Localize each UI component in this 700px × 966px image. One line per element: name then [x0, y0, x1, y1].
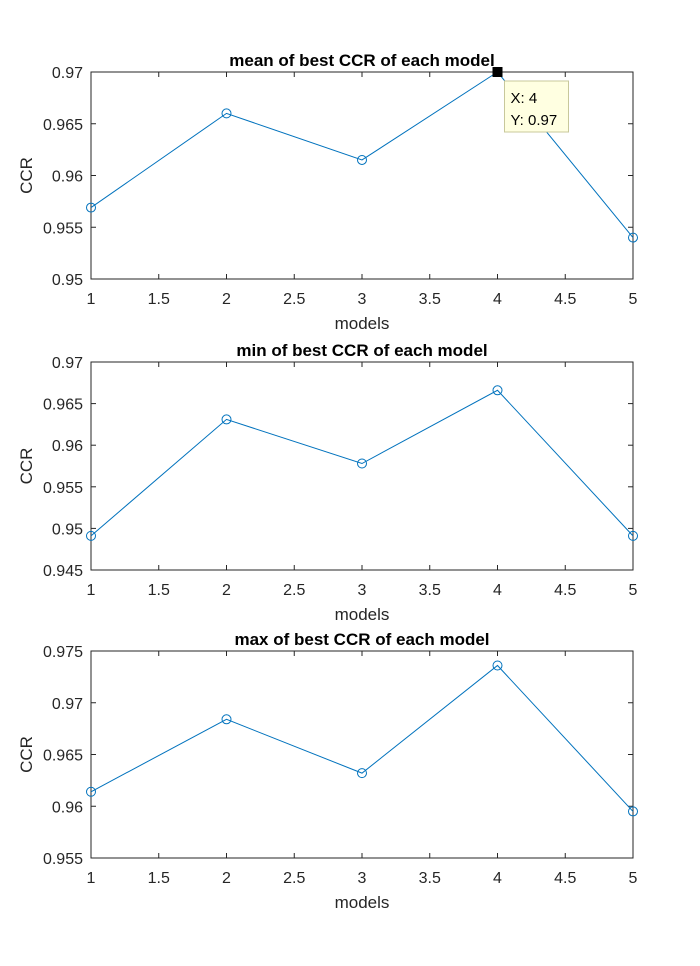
x-tick-label: 4.5 — [554, 291, 576, 308]
x-tick-label: 4 — [493, 291, 502, 308]
plot-area — [90, 361, 634, 571]
data-point-marker[interactable] — [221, 714, 232, 725]
data-point-marker[interactable] — [221, 108, 232, 119]
subplot-1: 1 1.5 2 2.5 3 3.5 4 4.5 5 0.95 0.955 0.96 0.965 0.97 m… — [17, 51, 638, 333]
x-tick-label: 2.5 — [283, 291, 305, 308]
datatip-y-text: Y: 0.97 — [511, 112, 558, 129]
datatip-x-text: X: 4 — [511, 90, 538, 107]
y-tick-label: 0.955 — [43, 220, 83, 237]
y-tick-label: 0.955 — [43, 851, 83, 868]
y-tick-label: 0.96 — [52, 438, 83, 455]
y-tick-label: 0.96 — [52, 799, 83, 816]
data-point-marker[interactable] — [357, 768, 367, 779]
x-tick-label: 1.5 — [148, 582, 170, 599]
x-tick-label: 5 — [629, 870, 638, 887]
x-tick-label: 2.5 — [283, 582, 305, 599]
y-tick-label: 0.965 — [43, 397, 83, 414]
data-point-marker[interactable] — [492, 660, 503, 671]
x-tick-label: 2.5 — [283, 870, 305, 887]
y-tick-label: 0.945 — [43, 563, 83, 580]
y-tick-label: 0.965 — [43, 117, 83, 134]
x-tick-label: 1 — [87, 291, 96, 308]
y-tick-label: 0.955 — [43, 480, 83, 497]
data-point-marker[interactable] — [86, 530, 96, 541]
y-tick-label: 0.95 — [52, 521, 83, 538]
x-tick-label: 4.5 — [554, 870, 576, 887]
x-tick-label: 4 — [493, 582, 502, 599]
x-tick-label: 3.5 — [419, 291, 441, 308]
x-tick-label: 3 — [358, 291, 367, 308]
datatip[interactable]: X: 4 Y: 0.97 — [492, 67, 569, 133]
subplot-3: 1 1.5 2 2.5 3 3.5 4 4.5 5 0.955 0.96 0.965 0.97 0.975… — [17, 630, 638, 912]
y-axis-label: CCR — [17, 448, 36, 485]
x-tick-label: 1.5 — [148, 291, 170, 308]
x-tick-label: 2 — [222, 291, 231, 308]
series-line — [90, 664, 634, 812]
data-point-marker[interactable] — [357, 154, 367, 165]
y-tick-label: 0.97 — [52, 65, 83, 82]
plot-title: min of best CCR of each model — [236, 341, 487, 360]
x-tick-label: 4.5 — [554, 582, 576, 599]
y-tick-label: 0.975 — [43, 644, 83, 661]
x-tick-label: 3 — [358, 870, 367, 887]
datatip-anchor-marker[interactable] — [492, 67, 503, 77]
x-tick-label: 1.5 — [148, 870, 170, 887]
data-point-marker[interactable] — [86, 202, 96, 213]
data-point-marker[interactable] — [628, 806, 638, 817]
x-tick-label: 4 — [493, 870, 502, 887]
x-axis-label: models — [335, 893, 390, 912]
y-tick-label: 0.96 — [52, 169, 83, 186]
plot-area — [90, 650, 634, 859]
x-tick-label: 2 — [222, 870, 231, 887]
x-axis-label: models — [335, 314, 390, 333]
subplot-2: 1 1.5 2 2.5 3 3.5 4 4.5 5 0.945 0.95 0.955 0.96 0.965… — [17, 341, 638, 624]
x-tick-label: 2 — [222, 582, 231, 599]
x-axis-label: models — [335, 605, 390, 624]
y-tick-label: 0.965 — [43, 748, 83, 765]
x-tick-label: 3.5 — [419, 870, 441, 887]
data-point-marker[interactable] — [628, 530, 638, 541]
x-tick-label: 1 — [87, 870, 96, 887]
x-tick-label: 5 — [629, 582, 638, 599]
y-tick-label: 0.97 — [52, 355, 83, 372]
series-line — [90, 389, 634, 537]
x-tick-label: 3.5 — [419, 582, 441, 599]
plot-title: mean of best CCR of each model — [229, 51, 494, 70]
datatip-box — [504, 80, 569, 133]
plot-title: max of best CCR of each model — [234, 630, 489, 649]
data-point-marker[interactable] — [628, 232, 638, 243]
data-point-marker[interactable] — [86, 786, 96, 797]
data-point-marker[interactable] — [221, 414, 232, 425]
y-axis-label: CCR — [17, 736, 36, 773]
x-tick-label: 5 — [629, 291, 638, 308]
y-axis-label: CCR — [17, 157, 36, 194]
data-point-marker[interactable] — [357, 458, 367, 469]
x-tick-label: 3 — [358, 582, 367, 599]
y-tick-label: 0.97 — [52, 696, 83, 713]
data-point-marker[interactable] — [492, 385, 503, 396]
y-tick-label: 0.95 — [52, 272, 83, 289]
x-tick-label: 1 — [87, 582, 96, 599]
